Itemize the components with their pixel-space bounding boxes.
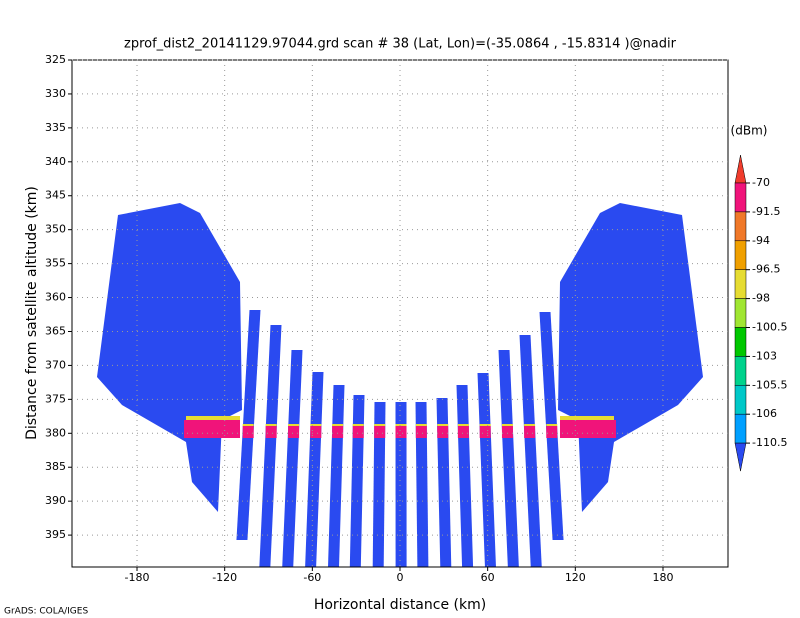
x-tick-label: -180 (125, 571, 150, 584)
swath-stripe (477, 373, 496, 567)
swath-stripe (415, 402, 429, 567)
x-tick-label: 60 (481, 571, 495, 584)
x-axis-label: Horizontal distance (km) (314, 597, 486, 613)
stripe-band (310, 426, 322, 438)
swath-stripe (328, 385, 345, 567)
colorbar-bin (734, 327, 747, 357)
stripe-band (242, 426, 254, 438)
x-tick-label: -60 (303, 571, 321, 584)
stripe-band (501, 426, 513, 438)
stripe-band (437, 426, 449, 438)
stripe-band-edge (546, 424, 558, 426)
stripe-band-edge (437, 424, 449, 426)
colorbar-bin (734, 269, 747, 299)
colorbar-label: -103 (752, 349, 777, 362)
colorbar-bin (734, 298, 747, 328)
stripe-band-edge (457, 424, 469, 426)
swath-stripe (519, 335, 542, 567)
stripe-band-edge (395, 424, 407, 426)
colorbar-bin (734, 413, 747, 444)
y-tick-label: 395 (45, 528, 66, 541)
swath-stripe (349, 395, 365, 567)
stripe-band (352, 426, 364, 438)
stripe-band-edge (265, 424, 277, 426)
right-band-edge (560, 416, 614, 420)
stripe-band-edge (479, 424, 491, 426)
x-tick-label: 0 (397, 571, 404, 584)
stripe-band-edge (332, 424, 344, 426)
colorbar-bin (734, 211, 747, 242)
colorbar-cap (734, 442, 747, 472)
stripe-band-edge (310, 424, 322, 426)
stripe-band-edge (524, 424, 536, 426)
y-tick-label: 375 (45, 392, 66, 405)
colorbar-label: -100.5 (752, 321, 787, 334)
stripe-band-edge (288, 424, 300, 426)
x-tick-label: 180 (652, 571, 673, 584)
swath-stripe (436, 398, 452, 567)
y-tick-label: 325 (45, 53, 66, 66)
colorbar-label: -110.5 (752, 436, 787, 449)
y-tick-label: 390 (45, 494, 66, 507)
y-tick-label: 360 (45, 291, 66, 304)
swath-shapes (97, 203, 703, 567)
colorbar-label: -96.5 (752, 263, 780, 276)
y-tick-label: 365 (45, 324, 66, 337)
stripe-band (415, 426, 427, 438)
left-band-edge (186, 416, 240, 420)
colorbar-bin (734, 356, 747, 386)
swath-stripe (372, 402, 386, 567)
stripe-band (546, 426, 558, 438)
colorbar-cap (734, 154, 747, 184)
stripe-band (288, 426, 300, 438)
right-swath (558, 203, 703, 512)
y-tick-label: 330 (45, 87, 66, 100)
colorbar-label: -70 (752, 176, 770, 189)
x-tick-label: -120 (212, 571, 237, 584)
swath-stripe (259, 325, 282, 567)
colorbar-bin (734, 240, 747, 270)
stripe-band (395, 426, 407, 438)
stripe-band-edge (415, 424, 427, 426)
y-tick-label: 340 (45, 155, 66, 168)
stripe-band (457, 426, 469, 438)
y-tick-label: 380 (45, 426, 66, 439)
left-swath (97, 203, 242, 512)
chart-title: zprof_dist2_20141129.97044.grd scan # 38… (124, 37, 677, 52)
stripe-band-edge (352, 424, 364, 426)
y-axis-label: Distance from satellite altitude (km) (24, 186, 40, 440)
colorbar-label: -106 (752, 407, 777, 420)
stripe-band-edge (242, 424, 254, 426)
colorbar-label: -91.5 (752, 205, 780, 218)
y-tick-label: 385 (45, 460, 66, 473)
left-band (184, 420, 240, 438)
y-tick-label: 335 (45, 121, 66, 134)
swath-stripe (395, 402, 407, 567)
x-tick-label: 120 (565, 571, 586, 584)
stripe-band (332, 426, 344, 438)
stripe-band-edge (374, 424, 386, 426)
colorbar-unit: (dBm) (731, 124, 768, 138)
right-band (560, 420, 616, 438)
colorbar-bin (734, 385, 747, 415)
stripe-band-edge (501, 424, 513, 426)
stripe-band (479, 426, 491, 438)
stripe-band (265, 426, 277, 438)
swath-stripe (498, 350, 519, 567)
colorbar-label: -98 (752, 292, 770, 305)
swath-stripe (305, 372, 324, 567)
y-tick-label: 345 (45, 189, 66, 202)
colorbar-label: -105.5 (752, 378, 787, 391)
footer: GrADS: COLA/IGES (4, 607, 88, 617)
stripe-band (374, 426, 386, 438)
y-tick-label: 370 (45, 358, 66, 371)
swath-stripe (456, 385, 474, 567)
colorbar-bin (734, 182, 747, 213)
stripe-band (524, 426, 536, 438)
y-tick-label: 355 (45, 257, 66, 270)
colorbar-label: -94 (752, 234, 770, 247)
y-tick-label: 350 (45, 223, 66, 236)
swath-stripe (282, 350, 303, 567)
